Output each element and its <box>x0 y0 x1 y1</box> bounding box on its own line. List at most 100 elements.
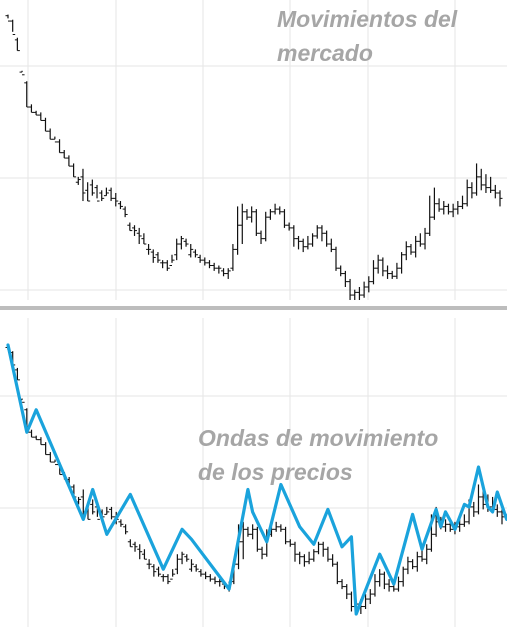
ohlc-bar <box>206 260 212 269</box>
chart-title-bottom-line-2: de los precios <box>198 459 353 485</box>
ohlc-bar <box>478 168 484 191</box>
ohlc-bar <box>235 206 241 255</box>
ohlc-bar <box>450 203 456 218</box>
ohlc-bar <box>375 254 381 274</box>
ohlc-bar <box>474 163 480 196</box>
ohlc-bar <box>381 571 387 590</box>
ohlc-bar <box>499 509 505 525</box>
ohlc-bar <box>151 564 157 577</box>
ohlc-bar <box>80 168 86 202</box>
ohlc-bar <box>108 187 114 202</box>
ohlc-bar <box>141 549 147 560</box>
ohlc-bar <box>141 233 147 245</box>
grid-lines <box>0 318 507 627</box>
ohlc-bar <box>24 81 30 108</box>
ohlc-bar <box>475 484 481 515</box>
ohlc-bar <box>258 230 264 245</box>
ohlc-bar <box>216 265 222 274</box>
ohlc-bar <box>273 521 279 532</box>
ohlc-bar <box>389 270 395 279</box>
ohlc-bar <box>324 230 330 247</box>
ohlc-bar <box>52 136 58 143</box>
ohlc-bar <box>325 546 331 562</box>
ohlc-bar <box>334 561 340 585</box>
chart-title-bottom: Ondas de movimiento de los precios <box>198 421 438 489</box>
ohlc-bar <box>413 235 419 258</box>
ohlc-bar <box>38 112 44 121</box>
ohlc-bar <box>43 442 49 456</box>
ohlc-bar <box>174 238 180 261</box>
ohlc-bar <box>306 551 312 565</box>
ohlc-bar <box>52 459 58 466</box>
ohlc-bar <box>367 589 373 605</box>
ohlc-bar <box>14 367 20 381</box>
price-wave-line <box>6 343 507 616</box>
ohlc-bar <box>297 551 303 565</box>
ohlc-bar <box>363 594 369 610</box>
ohlc-bar <box>179 551 185 565</box>
ohlc-bar <box>221 268 227 277</box>
ohlc-bar <box>287 539 293 547</box>
ohlc-bar <box>263 211 269 242</box>
ohlc-bar <box>352 289 358 300</box>
ohlc-bar <box>342 270 348 287</box>
ohlc-bar <box>339 579 345 590</box>
ohlc-bar <box>427 195 433 236</box>
ohlc-bar <box>414 551 420 572</box>
ohlc-bar <box>320 541 326 557</box>
ohlc-bar <box>193 564 199 572</box>
ohlc-bar <box>38 437 44 446</box>
ohlc-bar <box>314 225 320 239</box>
ohlc-bar <box>202 257 208 266</box>
ohlc-bar <box>198 569 204 577</box>
ohlc-bar <box>117 201 123 210</box>
ohlc-bar <box>188 244 194 258</box>
ohlc-bar <box>483 174 489 193</box>
ohlc-bar <box>494 504 500 517</box>
ohlc-bar <box>310 233 316 247</box>
ohlc-bar <box>461 514 467 527</box>
ohlc-bar <box>94 184 100 202</box>
ohlc-bar <box>132 225 138 236</box>
ohlc-bar <box>400 566 406 587</box>
ohlc-bar <box>366 276 372 293</box>
ohlc-bar <box>160 574 166 582</box>
ohlc-bar <box>122 206 128 218</box>
ohlc-bars <box>5 14 503 300</box>
ohlc-bar <box>203 571 209 580</box>
ohlc-bar <box>146 559 152 570</box>
ohlc-bar <box>66 155 72 167</box>
ohlc-bar <box>104 506 110 515</box>
ohlc-bar <box>281 209 287 228</box>
ohlc-bar <box>42 117 48 132</box>
ohlc-bar <box>113 192 119 207</box>
ohlc-bar <box>127 222 133 232</box>
ohlc-bar <box>338 265 344 277</box>
ohlc-bar <box>405 556 411 575</box>
ohlc-bar <box>5 14 11 22</box>
ohlc-bar <box>497 190 503 207</box>
ohlc-bar <box>305 235 311 250</box>
ohlc-bar <box>419 549 425 562</box>
ohlc-bar <box>127 539 133 548</box>
ohlc-bar <box>471 501 477 517</box>
ohlc-bar <box>57 139 63 154</box>
ohlc-bar <box>207 574 213 582</box>
ohlc-bar <box>61 150 67 159</box>
ohlc-chart-bottom <box>0 318 507 627</box>
ohlc-bar <box>28 104 34 113</box>
ohlc-bar <box>254 526 260 552</box>
grid-lines <box>0 0 507 300</box>
ohlc-bar <box>240 521 246 560</box>
panel-divider <box>0 306 507 310</box>
chart-title-top: Movimientos del mercado <box>277 2 457 70</box>
ohlc-bar <box>399 252 405 274</box>
ohlc-bar <box>460 195 466 210</box>
ohlc-bar <box>292 541 298 562</box>
ohlc-bar <box>291 225 297 247</box>
ohlc-bar <box>408 244 414 255</box>
ohlc-bar <box>370 260 376 285</box>
ohlc-bar <box>386 579 392 592</box>
ohlc-bar <box>89 179 95 196</box>
ohlc-bar <box>330 554 336 567</box>
